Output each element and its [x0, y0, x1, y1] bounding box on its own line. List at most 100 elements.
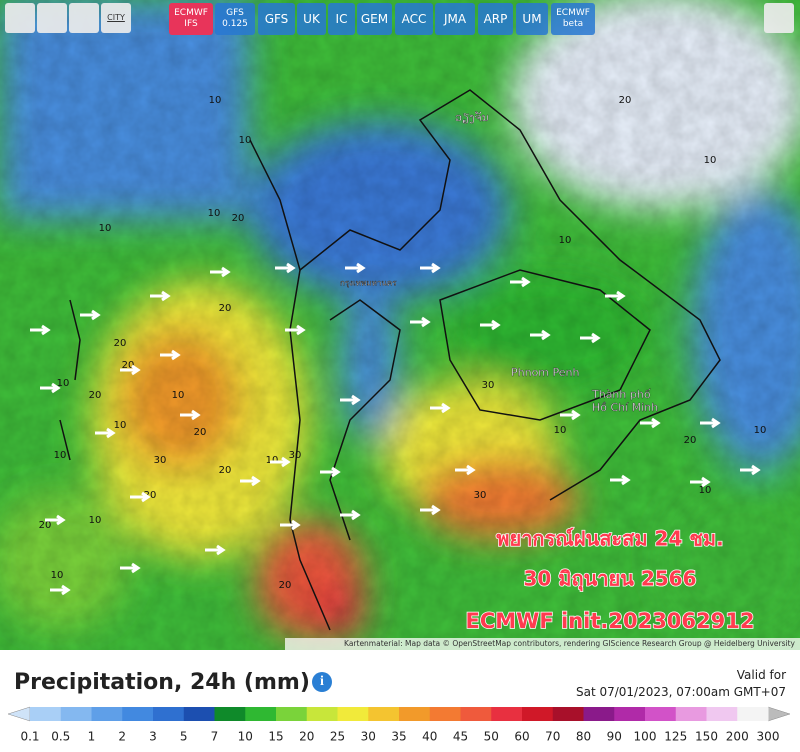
contour-label: 20 [219, 303, 232, 314]
model-button[interactable]: GEM [357, 3, 392, 35]
wind-arrow [580, 332, 601, 344]
model-label: GFS [226, 8, 244, 18]
contour-label: 10 [209, 95, 222, 106]
legend-swatch [368, 707, 400, 721]
wind-arrow [345, 262, 366, 274]
model-sublabel: IFS [184, 19, 198, 29]
contour-label: 10 [114, 420, 127, 431]
wind-arrow [210, 266, 231, 278]
model-button[interactable]: ARP [478, 3, 513, 35]
place-label: ວຽງຈັນ [455, 111, 489, 124]
model-label: UK [303, 11, 320, 26]
model-button[interactable]: ECMWF IFS [169, 3, 213, 35]
legend-swatch [583, 707, 615, 721]
wind-arrow [180, 409, 201, 421]
wind-arrow [605, 290, 626, 302]
borders [59, 89, 721, 631]
contour-label: 10 [99, 223, 112, 234]
wind-arrow [340, 509, 361, 521]
model-label: ECMWF [174, 8, 208, 18]
contour-label: 20 [114, 338, 127, 349]
wind-arrow [740, 464, 761, 476]
legend-label: 7 [211, 730, 219, 744]
valid-time: Sat 07/01/2023, 07:00am GMT+07 [575, 685, 786, 699]
legend-label: 40 [422, 730, 437, 744]
legend-swatch [276, 707, 308, 721]
model-label: GFS [264, 11, 289, 26]
legend-label: 90 [607, 730, 622, 744]
legend-swatch [245, 707, 277, 721]
legend-label: 125 [664, 730, 687, 744]
contour-label: 20 [194, 427, 207, 438]
legend-swatch [737, 707, 769, 721]
legend-swatch [675, 707, 707, 721]
model-sublabel: beta [562, 19, 584, 29]
legend-label: 100 [634, 730, 657, 744]
legend-label: 5 [180, 730, 188, 744]
wind-arrow [285, 324, 306, 336]
legend-label: 45 [453, 730, 468, 744]
wind-arrow [410, 316, 431, 328]
forecast-overlay-text: ECMWF init.2023062912 [466, 609, 755, 633]
legend-swatch [60, 707, 92, 721]
legend-swatch [306, 707, 338, 721]
legend-swatch [552, 707, 584, 721]
wind-arrow [280, 519, 301, 531]
wind-arrow [420, 504, 441, 516]
wind-arrow [120, 562, 141, 574]
wind-arrow [30, 324, 51, 336]
legend-swatch [91, 707, 123, 721]
contour-label: 20 [39, 520, 52, 531]
contour-label: 30 [482, 380, 495, 391]
model-button[interactable]: JMA [435, 3, 475, 35]
footer: Precipitation, 24h (mm) i Valid for Sat … [0, 650, 800, 749]
legend-swatch [153, 707, 185, 721]
legend-label: 10 [238, 730, 253, 744]
legend-swatch [706, 707, 738, 721]
legend-low-end [7, 706, 31, 722]
city-button[interactable]: CITY [101, 3, 131, 33]
share-button[interactable] [764, 3, 794, 33]
legend-label: 1 [88, 730, 96, 744]
tool-icon[interactable] [5, 3, 35, 33]
contour-label: 10 [57, 378, 70, 389]
model-button[interactable]: IC [328, 3, 355, 35]
model-button[interactable]: GFS 0.125 [215, 3, 255, 35]
contour-label: 20 [232, 213, 245, 224]
legend-label: 300 [757, 730, 780, 744]
contour-label: 10 [704, 155, 717, 166]
wind-arrow [455, 464, 476, 476]
legend-label: 70 [545, 730, 560, 744]
contour-label: 10 [51, 570, 64, 581]
valid-label: Valid for [736, 668, 786, 682]
wind-arrow [320, 466, 341, 478]
model-button[interactable]: ACC [395, 3, 433, 35]
wind-arrow [45, 514, 66, 526]
tool-icon[interactable] [69, 3, 99, 33]
place-label: Phnom Penh [511, 366, 579, 379]
model-button[interactable]: GFS [258, 3, 295, 35]
legend-label: 30 [361, 730, 376, 744]
wind-arrow [270, 456, 291, 468]
contour-label: 20 [219, 465, 232, 476]
contour-label: 10 [54, 450, 67, 461]
legend-swatch [214, 707, 246, 721]
legend-label: 20 [299, 730, 314, 744]
legend-label: 150 [695, 730, 718, 744]
legend-swatch [614, 707, 646, 721]
model-label: JMA [443, 11, 467, 26]
model-button[interactable]: UM [516, 3, 548, 35]
legend-label: 15 [268, 730, 283, 744]
legend-swatch [429, 707, 461, 721]
contour-label: 20 [619, 95, 632, 106]
tool-icon[interactable] [37, 3, 67, 33]
model-button[interactable]: ECMWF beta [551, 3, 595, 35]
wind-arrow [640, 417, 661, 429]
info-button[interactable]: i [312, 672, 332, 692]
model-label: GEM [360, 11, 389, 26]
attribution: Kartenmaterial: Map data © OpenStreetMap… [344, 639, 796, 648]
legend-swatch [522, 707, 554, 721]
contour-label: 10 [699, 485, 712, 496]
model-button[interactable]: UK [297, 3, 326, 35]
